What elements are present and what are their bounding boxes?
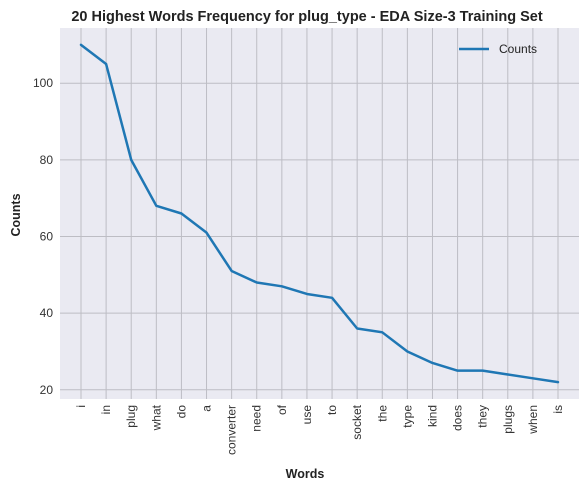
x-axis-ticks: i in plug what do a converter need of use to socket… [74, 404, 565, 455]
series-line-counts [79, 43, 560, 384]
x-tick-label: they [476, 405, 490, 428]
legend-label-counts: Counts [499, 42, 537, 56]
x-tick-label: type [400, 405, 414, 428]
legend: Counts [459, 42, 537, 56]
x-tick-label: need [250, 405, 264, 432]
chart-title: 20 Highest Words Frequency for plug_type… [71, 9, 543, 25]
x-tick-label: does [451, 405, 465, 431]
x-tick-label: a [200, 405, 214, 412]
x-tick-label: use [300, 405, 314, 425]
x-tick-label: socket [350, 404, 364, 439]
y-tick-label: 40 [40, 306, 54, 320]
y-tick-label: 80 [40, 153, 54, 167]
x-tick-label: kind [425, 405, 439, 427]
x-axis-label: Words [286, 467, 325, 481]
x-tick-label: in [99, 405, 113, 414]
y-tick-label: 20 [40, 383, 54, 397]
x-tick-label: plugs [501, 405, 515, 434]
x-tick-label: plug [124, 405, 138, 428]
plot-area [60, 28, 579, 399]
x-tick-label: what [149, 404, 163, 431]
y-tick-label: 100 [33, 76, 53, 90]
y-tick-label: 60 [40, 229, 54, 243]
y-axis-ticks: 20 40 60 80 100 [33, 76, 53, 397]
x-tick-label: do [174, 405, 188, 419]
x-tick-label: converter [225, 405, 239, 455]
y-axis-label: Counts [9, 193, 23, 236]
grid-lines [60, 28, 579, 399]
x-tick-label: i [74, 405, 88, 408]
x-tick-label: when [526, 405, 540, 435]
series-layer [79, 43, 560, 384]
x-tick-label: of [275, 404, 289, 415]
x-tick-label: the [375, 405, 389, 422]
x-tick-label: to [325, 405, 339, 415]
x-tick-label: is [551, 405, 565, 414]
